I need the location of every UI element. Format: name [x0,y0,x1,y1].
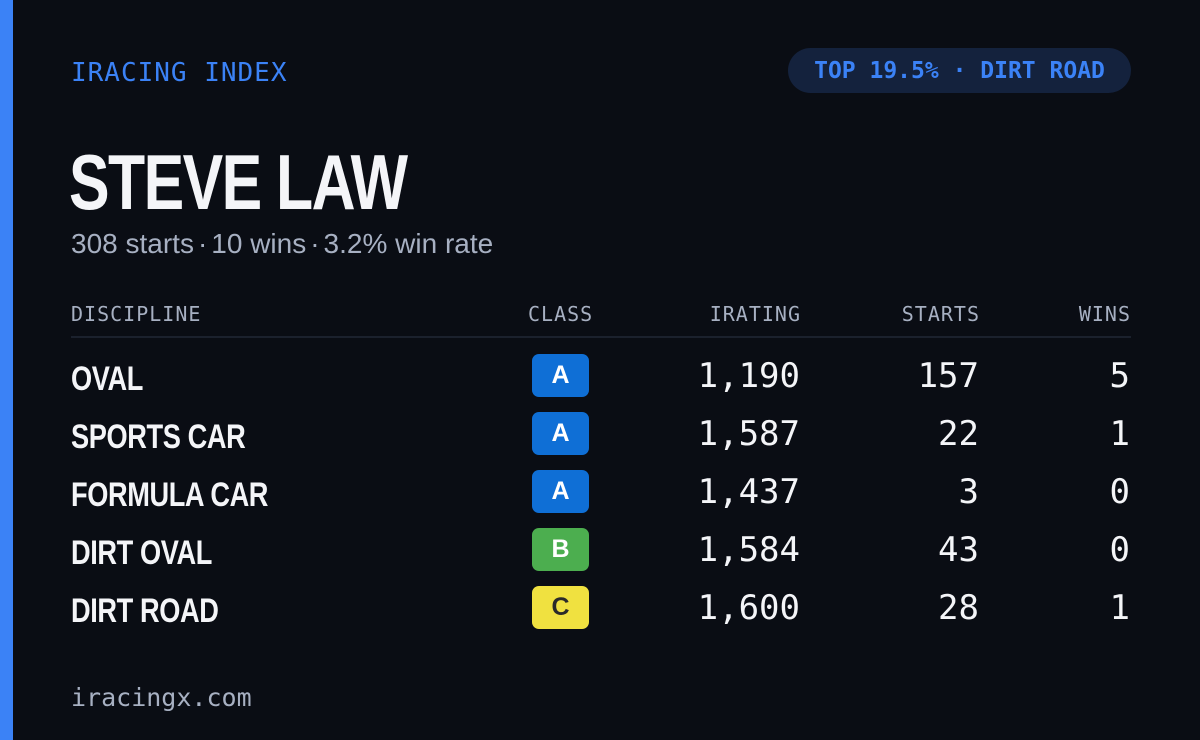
header-class: CLASS [528,302,594,326]
win-rate: 3.2% win rate [323,228,494,259]
irating-value: 1,587 [697,414,800,454]
table-row: SPORTS CAR A 1,587 22 1 [71,412,1131,470]
starts-value: 28 [938,588,979,628]
wins-count: 10 wins [211,228,307,259]
class-badge: B [532,528,589,571]
table-row: OVAL A 1,190 157 5 [71,354,1131,412]
starts-count: 308 starts [71,228,194,259]
wins-value: 5 [1109,356,1130,396]
driver-summary: 308 starts · 10 wins · 3.2% win rate [71,228,493,260]
brand-label: IRACING INDEX [71,58,288,88]
irating-value: 1,600 [697,588,800,628]
class-badge: C [532,586,589,629]
header-irating: IRATING [709,302,801,326]
class-badge: A [532,470,589,513]
irating-value: 1,190 [697,356,800,396]
irating-value: 1,437 [697,472,800,512]
class-badge: A [532,412,589,455]
separator-dot: · [310,228,320,259]
irating-value: 1,584 [697,530,800,570]
header-discipline: DISCIPLINE [71,302,202,326]
footer-url: iracingx.com [71,683,252,712]
wins-value: 1 [1109,588,1130,628]
starts-value: 43 [938,530,979,570]
discipline-name: DIRT OVAL [71,534,212,572]
table-header: DISCIPLINE CLASS IRATING STARTS WINS [71,300,1131,338]
driver-name: STEVE LAW [69,138,408,226]
class-badge: A [532,354,589,397]
wins-value: 0 [1109,472,1130,512]
accent-bar [0,0,13,740]
table-row: DIRT OVAL B 1,584 43 0 [71,528,1131,586]
starts-value: 157 [917,356,979,396]
discipline-name: FORMULA CAR [71,476,269,514]
discipline-name: DIRT ROAD [71,592,219,630]
wins-value: 1 [1109,414,1130,454]
wins-value: 0 [1109,530,1130,570]
discipline-name: OVAL [71,360,143,398]
header-wins: WINS [1078,302,1131,326]
table-row: DIRT ROAD C 1,600 28 1 [71,586,1131,644]
starts-value: 22 [938,414,979,454]
table-row: FORMULA CAR A 1,437 3 0 [71,470,1131,528]
separator-dot: · [197,228,208,259]
discipline-name: SPORTS CAR [71,418,246,456]
starts-value: 3 [958,472,979,512]
rank-badge: TOP 19.5% · DIRT ROAD [788,48,1131,93]
header-starts: STARTS [901,302,980,326]
